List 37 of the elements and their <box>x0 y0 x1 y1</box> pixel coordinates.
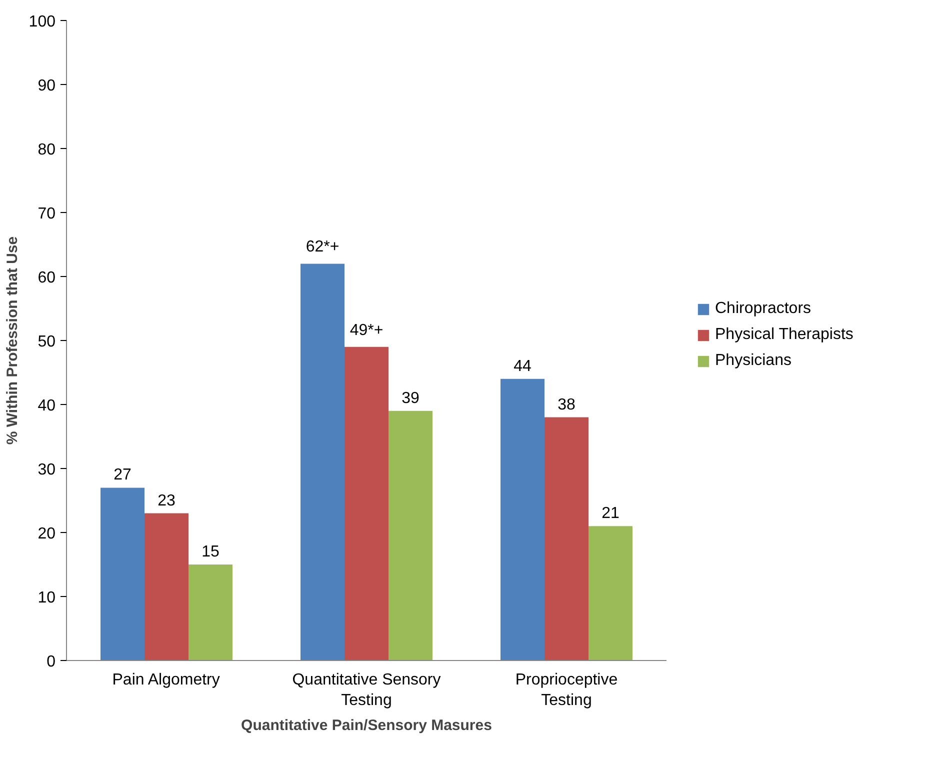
legend-label: Physicians <box>715 352 792 370</box>
legend-label: Chiropractors <box>715 300 812 318</box>
bar <box>144 513 188 660</box>
y-tick-label: 70 <box>38 206 56 222</box>
data-label: 49*+ <box>350 322 384 339</box>
x-tick-label: Quantitative Sensory Testing <box>292 672 441 709</box>
y-tick-label: 80 <box>38 142 56 158</box>
y-tick-label: 30 <box>38 462 56 478</box>
data-label: 15 <box>202 544 220 560</box>
y-tick-label: 100 <box>28 14 56 30</box>
bar <box>588 526 632 660</box>
y-tick-label: 20 <box>38 526 56 542</box>
data-label: 27 <box>114 466 132 484</box>
y-tick-label: 40 <box>38 398 56 414</box>
bar <box>544 417 588 660</box>
y-axis-title: % Within Profession that Use <box>4 236 21 445</box>
bar <box>188 564 232 660</box>
data-label: 39 <box>402 390 420 407</box>
x-axis-title: Quantitative Pain/Sensory Masures <box>241 716 492 734</box>
bar <box>300 264 344 660</box>
bar <box>388 410 432 660</box>
bar <box>500 378 544 660</box>
data-label: 23 <box>158 492 176 510</box>
y-tick-label: 50 <box>38 334 56 350</box>
data-label: 21 <box>602 505 620 522</box>
data-label: 62*+ <box>306 238 340 256</box>
data-label: 38 <box>558 396 576 414</box>
y-tick-label: 0 <box>46 654 56 670</box>
data-label: 44 <box>514 358 532 375</box>
bar <box>100 488 144 660</box>
legend-label: Physical Therapists <box>715 326 854 344</box>
x-tick-label: Proprioceptive Testing <box>515 672 618 709</box>
y-tick-label: 60 <box>38 270 56 286</box>
x-tick-label: Pain Algometry <box>112 672 220 688</box>
bar <box>344 346 388 660</box>
y-tick-label: 90 <box>38 78 56 94</box>
y-tick-label: 10 <box>38 590 56 606</box>
